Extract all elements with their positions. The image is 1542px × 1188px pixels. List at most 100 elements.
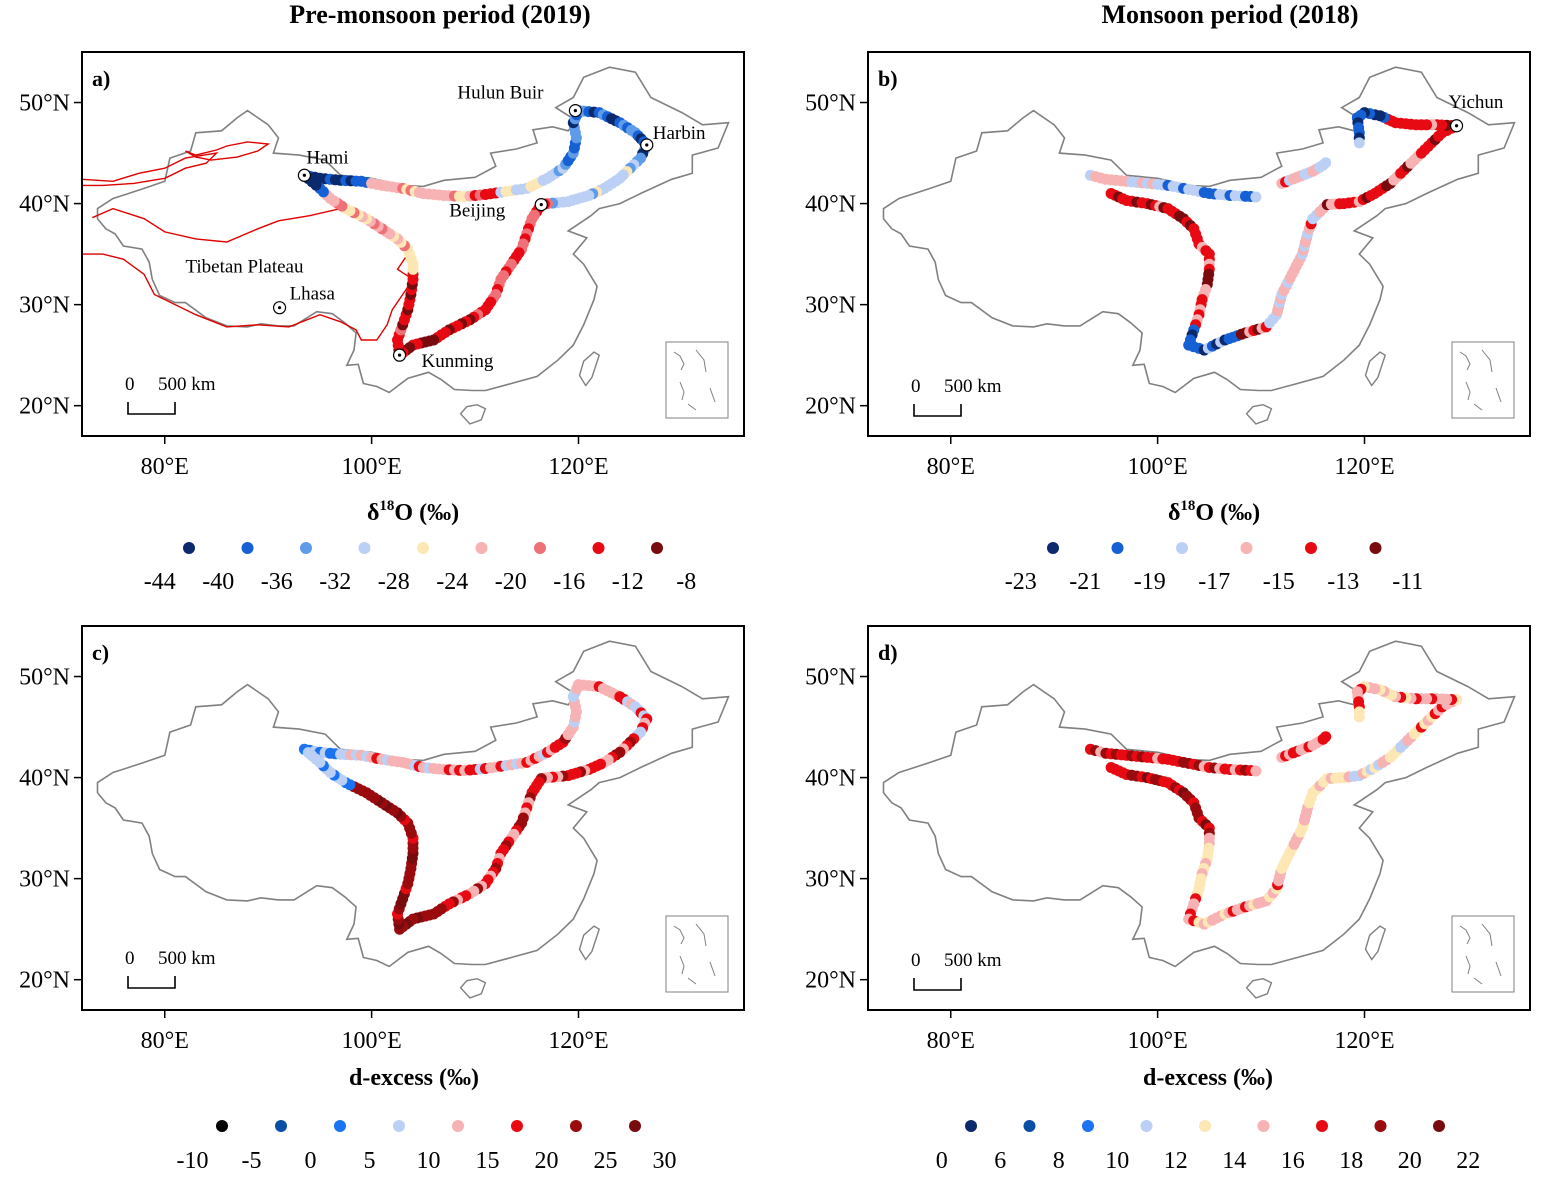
scale-distance: 500 km: [158, 948, 216, 969]
lat-tick-label: 20°N: [19, 394, 70, 420]
lat-tick-label: 20°N: [19, 968, 70, 994]
lat-tick-label: 30°N: [19, 293, 70, 319]
inset-islands: [673, 349, 716, 411]
hainan-outline: [1245, 403, 1273, 425]
legend-title: δ18O (‰): [1168, 498, 1260, 526]
legend-tick-label: 6: [994, 1148, 1006, 1174]
legend-tick-label: -32: [319, 569, 351, 595]
lat-tick-label: 50°N: [805, 91, 856, 117]
legend-swatch: [1374, 1120, 1387, 1132]
plateau-boundary-north-2: [185, 141, 271, 161]
title-monsoon: Monsoon period (2018): [1101, 0, 1358, 29]
scale-zero: 0: [125, 948, 135, 969]
legend-swatch: [417, 542, 429, 554]
legend-tick-label: 8: [1053, 1148, 1065, 1174]
lat-tick-label: 40°N: [19, 766, 70, 792]
plateau-boundary-north: [82, 152, 219, 187]
legend-swatch: [570, 1120, 582, 1132]
lon-tick-label: 80°E: [927, 1028, 975, 1054]
scale-bar: [913, 404, 962, 417]
legend-swatch: [1023, 1120, 1036, 1132]
south-china-sea-inset: [1451, 915, 1515, 993]
legend-swatch: [651, 542, 663, 554]
city-marker-dot: [573, 109, 577, 113]
legend-swatch: [300, 542, 312, 554]
lat-tick-label: 30°N: [805, 293, 856, 319]
city-label: Yichun: [1449, 92, 1504, 113]
scale-zero: 0: [911, 950, 921, 971]
south-china-sea-inset: [1451, 341, 1515, 419]
lon-tick-label: 80°E: [141, 454, 189, 480]
city-marker-dot: [645, 143, 649, 147]
legend-tick-label: -8: [676, 569, 696, 595]
legend-swatch: [393, 1120, 405, 1132]
scale-zero: 0: [125, 374, 135, 395]
legend-swatch: [1140, 1120, 1153, 1132]
inset-islands: [673, 923, 716, 985]
inset-islands: [1459, 349, 1502, 411]
legend-title: d-excess (‰): [1143, 1065, 1273, 1091]
panel-letter: d): [878, 640, 898, 665]
city-marker-dot: [302, 173, 306, 177]
city-marker-dot: [277, 306, 282, 310]
city-label: Beijing: [449, 201, 505, 222]
lon-tick-label: 100°E: [341, 1028, 401, 1054]
legend-tick-label: 0: [936, 1148, 948, 1174]
panel-letter: a): [92, 66, 110, 91]
legend-swatch: [1047, 542, 1059, 554]
lon-tick-label: 80°E: [927, 454, 975, 480]
city-marker-dot: [539, 202, 543, 207]
legend-swatch: [475, 542, 488, 554]
legend-swatch: [183, 542, 195, 554]
panel-letter: c): [92, 640, 109, 665]
legend-tick-label: -21: [1069, 569, 1101, 595]
lon-tick-label: 100°E: [1127, 454, 1187, 480]
tibetan-plateau-boundary: [82, 207, 414, 341]
legend-a: δ18O (‰) -44 -40 -36 -32 -28 -24 -20 -16 -12 -8: [144, 498, 697, 595]
legend-swatch: [1082, 1120, 1094, 1132]
scale-bar: [127, 402, 176, 415]
city-label: Kunming: [422, 351, 494, 372]
scale-bar: [913, 978, 962, 991]
south-china-sea-inset: [665, 915, 729, 993]
legend-swatch: [511, 1120, 523, 1132]
legend-c: d-excess (‰) -10 -5 0 5 10 15 20 25 30: [177, 1065, 677, 1174]
city-marker-dot: [1454, 124, 1459, 128]
scale-distance: 500 km: [944, 376, 1002, 397]
lat-tick-label: 30°N: [805, 867, 856, 893]
legend-tick-label: 18: [1339, 1148, 1363, 1174]
legend-tick-label: 10: [417, 1148, 441, 1174]
legend-tick-label: -20: [495, 569, 527, 595]
legend-tick-label: 5: [364, 1148, 376, 1174]
lon-tick-label: 100°E: [341, 454, 401, 480]
legend-tick-label: -44: [144, 569, 176, 595]
sample-point: [302, 747, 314, 759]
legend-tick-label: 30: [653, 1148, 677, 1174]
scale-zero: 0: [911, 376, 921, 397]
legend-swatch: [965, 1120, 977, 1132]
sample-point: [1320, 731, 1332, 743]
panel-frame: [867, 625, 1531, 1011]
legend-tick-label: 10: [1105, 1148, 1129, 1174]
taiwan-outline: [1364, 925, 1387, 961]
legend-tick-label: 22: [1456, 1148, 1480, 1174]
legend-swatch: [1111, 542, 1124, 554]
legend-swatch: [334, 1120, 346, 1132]
legend-swatch: [629, 1120, 641, 1132]
city-label: Harbin: [653, 123, 706, 144]
legend-tick-label: 16: [1281, 1148, 1305, 1174]
legend-swatch: [1176, 542, 1188, 554]
sample-point: [1353, 711, 1365, 723]
sample-point: [1250, 191, 1262, 203]
scale-distance: 500 km: [158, 374, 216, 395]
legend-swatch: [1240, 542, 1253, 554]
legend-tick-label: -17: [1198, 569, 1230, 595]
legend-tick-label: 12: [1164, 1148, 1188, 1174]
city-marker-dot: [397, 353, 402, 357]
lat-tick-label: 20°N: [805, 394, 856, 420]
legend-title: δ18O (‰): [367, 498, 459, 526]
legend-tick-label: 0: [305, 1148, 317, 1174]
lat-tick-label: 20°N: [805, 968, 856, 994]
legend-tick-label: -5: [242, 1148, 262, 1174]
